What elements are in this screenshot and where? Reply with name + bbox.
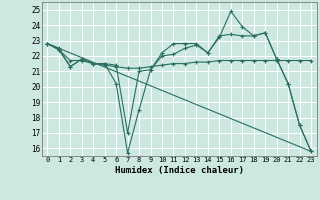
X-axis label: Humidex (Indice chaleur): Humidex (Indice chaleur)	[115, 166, 244, 175]
